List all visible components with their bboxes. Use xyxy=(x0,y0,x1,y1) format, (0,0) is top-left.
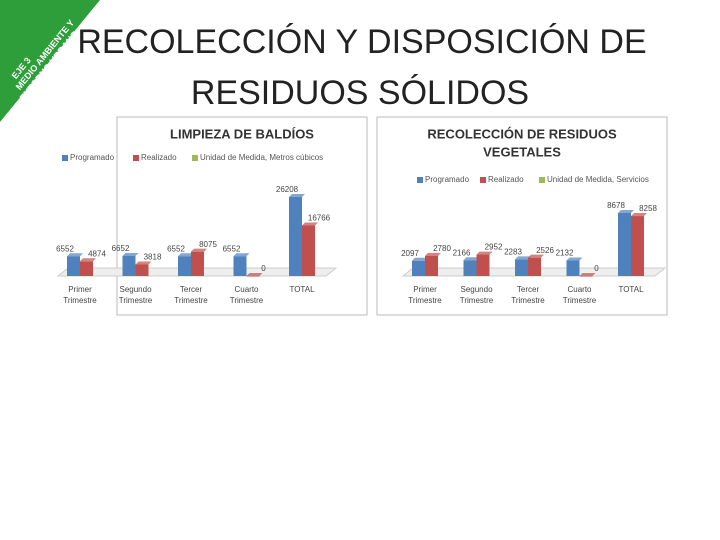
bar-top xyxy=(579,273,596,276)
data-label: 4874 xyxy=(88,249,106,258)
bar-top xyxy=(302,222,318,226)
slide-title: RECOLECCIÓN Y DISPOSICIÓN DE xyxy=(77,23,646,61)
legend-label: Realizado xyxy=(141,153,177,162)
bar xyxy=(178,256,191,276)
bar xyxy=(67,256,80,276)
x-tick-label: Tercer xyxy=(517,285,540,294)
legend-swatch xyxy=(417,177,423,183)
bar xyxy=(476,254,490,276)
data-label: 8258 xyxy=(639,204,657,213)
data-label: 6552 xyxy=(56,244,74,253)
bar-top xyxy=(476,251,493,255)
x-tick-label: Tercer xyxy=(180,285,203,294)
data-label: 26208 xyxy=(276,185,299,194)
x-tick-label: Trimestre xyxy=(63,296,97,305)
x-tick-label: TOTAL xyxy=(289,285,315,294)
bar-top xyxy=(67,253,83,257)
x-tick-label: Primer xyxy=(413,285,437,294)
bar xyxy=(191,251,204,276)
bar-top xyxy=(246,273,263,276)
bar xyxy=(80,261,93,276)
legend-label: Unidad de Medida, Metros cúbicos xyxy=(200,153,323,162)
data-label: 6552 xyxy=(167,244,185,253)
bar xyxy=(566,260,580,276)
data-label: 2283 xyxy=(504,248,522,257)
data-label: 2097 xyxy=(401,249,419,258)
bar xyxy=(233,256,247,276)
bar-top xyxy=(631,213,647,217)
x-tick-label: Segundo xyxy=(460,285,493,294)
bar xyxy=(289,197,302,276)
data-label: 2780 xyxy=(433,244,451,253)
chart-title: VEGETALES xyxy=(483,144,561,159)
legend-label: Realizado xyxy=(488,175,524,184)
bar xyxy=(463,260,477,276)
x-tick-label: Trimestre xyxy=(408,296,442,305)
data-label: 2132 xyxy=(556,249,574,258)
x-tick-label: Cuarto xyxy=(234,285,259,294)
legend-swatch xyxy=(133,155,139,161)
bar-top xyxy=(289,194,305,197)
bar-top xyxy=(233,253,250,257)
bar xyxy=(631,216,644,276)
data-label: 2526 xyxy=(536,246,554,255)
slide-title: RESIDUOS SÓLIDOS xyxy=(191,74,529,112)
data-label: 6652 xyxy=(112,244,130,253)
chart-title: LIMPIEZA DE BALDÍOS xyxy=(170,126,314,141)
x-tick-label: Trimestre xyxy=(511,296,545,305)
chart-frame xyxy=(116,116,368,316)
bar xyxy=(515,259,528,276)
x-tick-label: Trimestre xyxy=(174,296,208,305)
legend-swatch xyxy=(480,177,486,183)
banner xyxy=(0,0,100,122)
bar xyxy=(579,276,593,277)
x-tick-label: Primer xyxy=(68,285,92,294)
x-tick-label: TOTAL xyxy=(618,285,644,294)
bar xyxy=(412,260,425,276)
data-label: 3818 xyxy=(144,253,162,262)
bar xyxy=(246,276,260,277)
legend-swatch xyxy=(62,155,68,161)
x-tick-label: Trimestre xyxy=(460,296,494,305)
legend-label: Programado xyxy=(70,153,115,162)
bar-top xyxy=(528,254,544,258)
x-tick-label: Trimestre xyxy=(563,296,597,305)
x-tick-label: Segundo xyxy=(119,285,152,294)
bar-top xyxy=(515,256,531,260)
legend-label: Unidad de Medida, Servicios xyxy=(547,175,649,184)
bar xyxy=(135,264,149,276)
bar-top xyxy=(191,248,207,252)
data-label: 8678 xyxy=(607,201,625,210)
bar xyxy=(528,257,541,276)
data-label: 0 xyxy=(594,264,599,273)
bar-top xyxy=(80,258,96,262)
bar-top xyxy=(412,257,428,261)
data-label: 8075 xyxy=(199,240,217,249)
bar xyxy=(618,213,631,276)
x-tick-label: Trimestre xyxy=(230,296,264,305)
legend-label: Programado xyxy=(425,175,470,184)
data-label: 2166 xyxy=(453,248,471,257)
data-label: 6552 xyxy=(223,244,241,253)
legend-swatch xyxy=(192,155,198,161)
bar-top xyxy=(135,261,152,265)
x-tick-label: Cuarto xyxy=(567,285,592,294)
data-label: 2952 xyxy=(485,243,503,252)
chart-title: RECOLECCIÓN DE RESIDUOS xyxy=(427,126,617,141)
bar-top xyxy=(122,252,139,256)
bar-top xyxy=(425,252,441,256)
bar xyxy=(425,255,438,276)
bar-top xyxy=(566,257,583,261)
bar xyxy=(302,225,315,276)
data-label: 16766 xyxy=(308,214,331,223)
bar-top xyxy=(618,210,634,213)
bar xyxy=(122,255,136,276)
data-label: 0 xyxy=(261,264,266,273)
x-tick-label: Trimestre xyxy=(119,296,153,305)
legend-swatch xyxy=(539,177,545,183)
bar-top xyxy=(178,253,194,257)
bar-top xyxy=(463,257,480,261)
